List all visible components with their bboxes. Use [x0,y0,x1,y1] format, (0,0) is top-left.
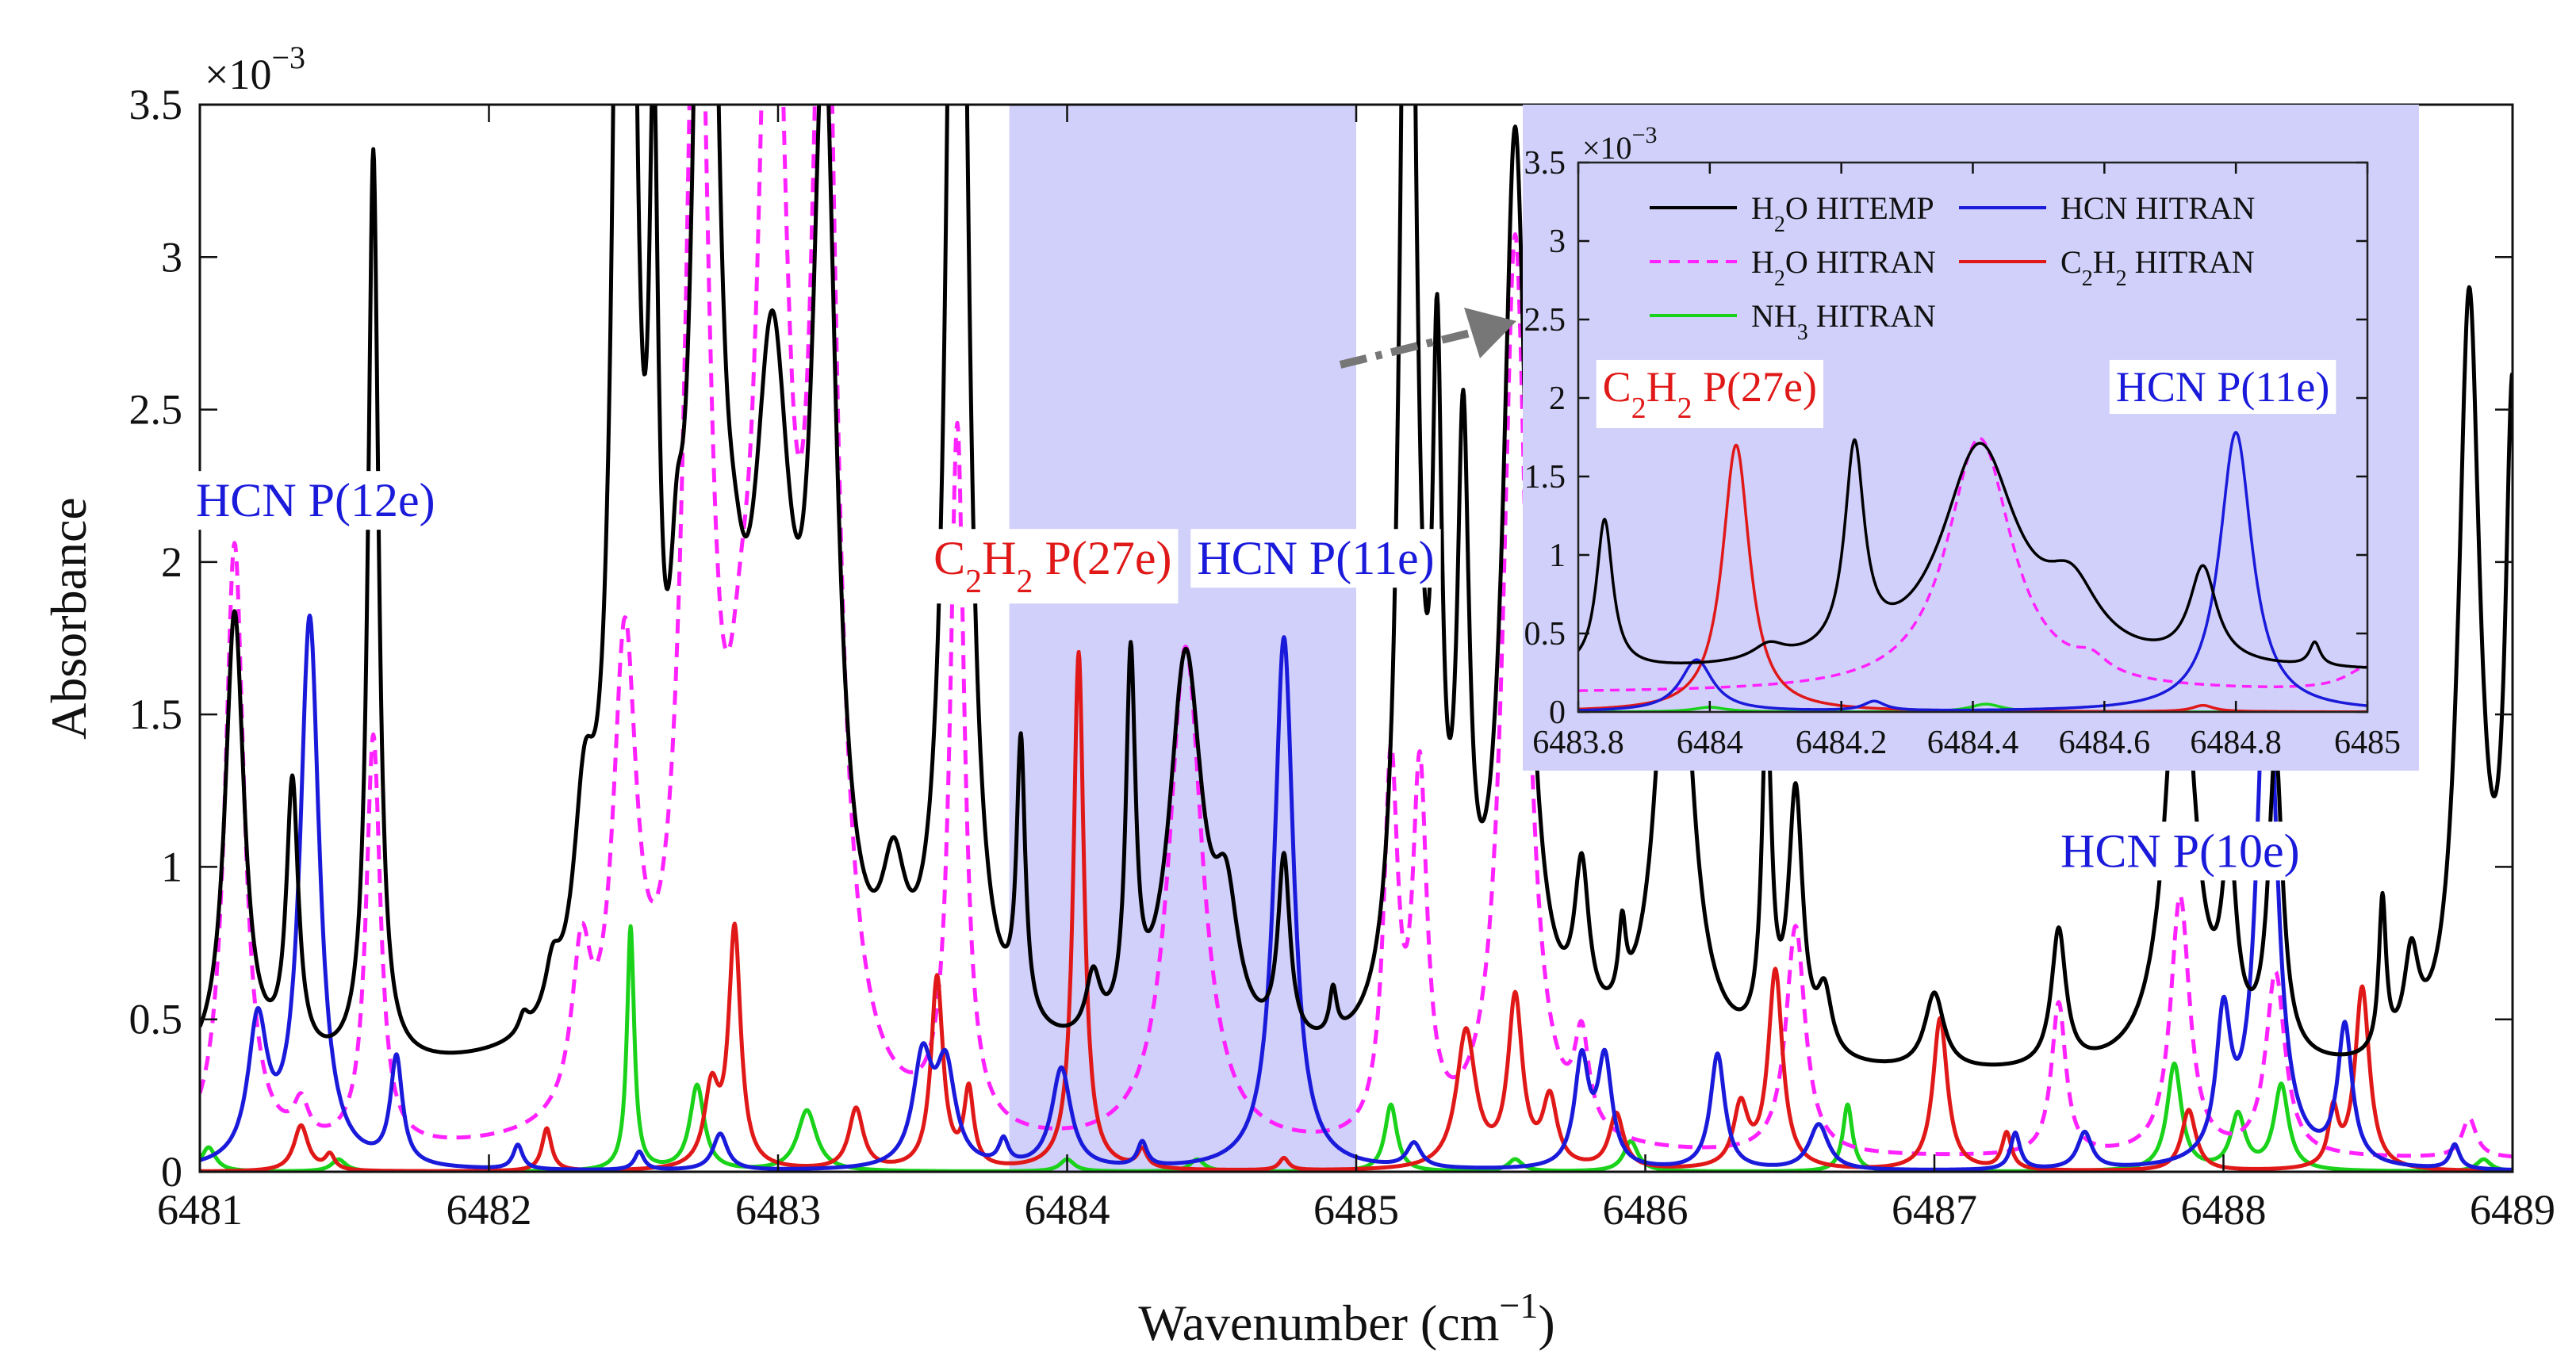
inset-series-h2o-hitran [1578,436,2367,692]
main-x-tick-label: 6486 [1603,1186,1689,1234]
legend-label: H2O HITRAN [1751,244,1936,291]
main-y-exponent: ×10−3 [205,40,305,98]
inset-x-tick-label: 6484.6 [2059,725,2151,761]
inset-plot-frame [1577,161,2369,714]
main-x-tick-label: 6482 [447,1186,532,1234]
inset-legend: H2O HITEMP HCN HITRAN H2O HITRAN C2H2 HITRA… [1650,190,2256,345]
main-series-h2o-hitran [200,105,2513,1159]
inset-y-tick-label: 1 [1549,538,1566,574]
inset-y-tick-label: 2.5 [1524,302,1566,339]
legend-label: C2H2 HITRAN [2060,244,2255,291]
legend-label: H2O HITEMP [1751,190,1934,237]
annotation-box [1596,359,1823,428]
main-y-tick-label: 2 [161,538,182,586]
inset-y-tick-label: 3.5 [1524,145,1566,182]
inset-y-tick-label: 0.5 [1524,616,1566,652]
main-x-tick-label: 6485 [1313,1186,1399,1234]
legend-item-h2o-hitran: H2O HITRAN [1650,244,1936,291]
legend-item-h2o-hitemp: H2O HITEMP [1650,190,1934,237]
inset-y-exponent: ×10−3 [1582,122,1657,166]
main-y-tick-label: 0 [161,1148,182,1196]
main-x-tick-label: 6484 [1025,1186,1110,1234]
inset-y-tick-label: 3 [1549,224,1566,260]
inset-series-h2o-hitemp [1578,438,2367,669]
main-plot: 6481 6482 6483 6484 6485 6486 6487 6488 6489 0 0.… [40,40,2555,1351]
x-axis-title: Wavenumber (cm−1) [1138,1285,1554,1351]
annotation-box [1190,529,1441,588]
main-annotations: HCN P(12e) C2H2 P(27e) HCN P(11e) HCN P(10e… [189,471,2306,881]
main-plot-frame [198,103,2514,1173]
zoom-arrow [1339,308,1516,369]
main-x-tick-label: 6488 [2181,1186,2267,1234]
inset-y-tick-label: 2 [1549,381,1566,417]
main-series-h2o-hitemp [200,105,2513,1067]
legend-item-nh3-hitran: NH3 HITRAN [1650,298,1936,345]
main-y-tick-label: 0.5 [129,996,183,1043]
main-annotation-hcn-p-12e: HCN P(12e) [196,474,435,526]
inset-x-tick-labels: 6483.8 6484 6484.2 6484.4 6484.6 6484.8 6485 [1532,725,2401,761]
main-x-tick-label: 6481 [157,1186,243,1234]
annotation-box [2054,821,2306,881]
inset-x-tick-label: 6484 [1677,725,1743,761]
main-annotation-c2h2-p-27e: C2H2 P(27e) [933,532,1171,600]
legend-label: HCN HITRAN [2060,190,2256,226]
inset-y-tick-labels: 0 0.5 1 1.5 2 2.5 3 3.5 [1524,145,1566,731]
main-x-tick-label: 6483 [735,1186,821,1234]
inset-annotation-c2h2-p-27e: C2H2 P(27e) [1603,363,1817,425]
inset-plot: 6483.8 6484 6484.2 6484.4 6484.6 6484.8 6485 0… [1523,105,2419,771]
main-y-tick-label: 1 [161,843,182,890]
inset-y-tick-label: 0 [1549,695,1566,731]
main-y-tick-label: 3.5 [129,81,183,128]
legend-label: NH3 HITRAN [1751,298,1936,345]
main-y-tick-label: 1.5 [129,691,183,738]
main-y-tick-label: 3 [161,233,182,281]
annotation-box [2109,359,2336,414]
legend-item-hcn-hitran: HCN HITRAN [1959,190,2256,226]
inset-annotations: C2H2 P(27e) HCN P(11e) [1596,359,2336,428]
inset-annotation-hcn-p-11e: HCN P(11e) [2116,363,2329,411]
main-annotation-hcn-p-10e: HCN P(10e) [2060,825,2300,877]
main-annotation-hcn-p-11e: HCN P(11e) [1197,532,1434,584]
annotation-box [189,471,442,530]
main-y-tick-label: 2.5 [129,386,183,434]
main-y-tick-labels: 0 0.5 1 1.5 2 2.5 3 3.5 [129,81,183,1196]
annotation-box [927,529,1179,604]
inset-y-tick-label: 1.5 [1524,459,1566,496]
y-axis-title: Absorbance [40,497,97,740]
inset-x-tick-label: 6484.8 [2190,725,2282,761]
main-x-tick-labels: 6481 6482 6483 6484 6485 6486 6487 6488 6489 [157,1186,2555,1234]
main-x-tick-label: 6489 [2470,1186,2555,1234]
main-x-tick-label: 6487 [1892,1186,1977,1234]
legend-item-c2h2-hitran: C2H2 HITRAN [1959,244,2255,291]
inset-x-tick-label: 6484.2 [1796,725,1888,761]
inset-x-tick-label: 6483.8 [1532,725,1624,761]
inset-x-tick-label: 6485 [2334,725,2401,761]
highlight-region [1009,105,1356,1172]
inset-x-tick-label: 6484.4 [1927,725,2019,761]
